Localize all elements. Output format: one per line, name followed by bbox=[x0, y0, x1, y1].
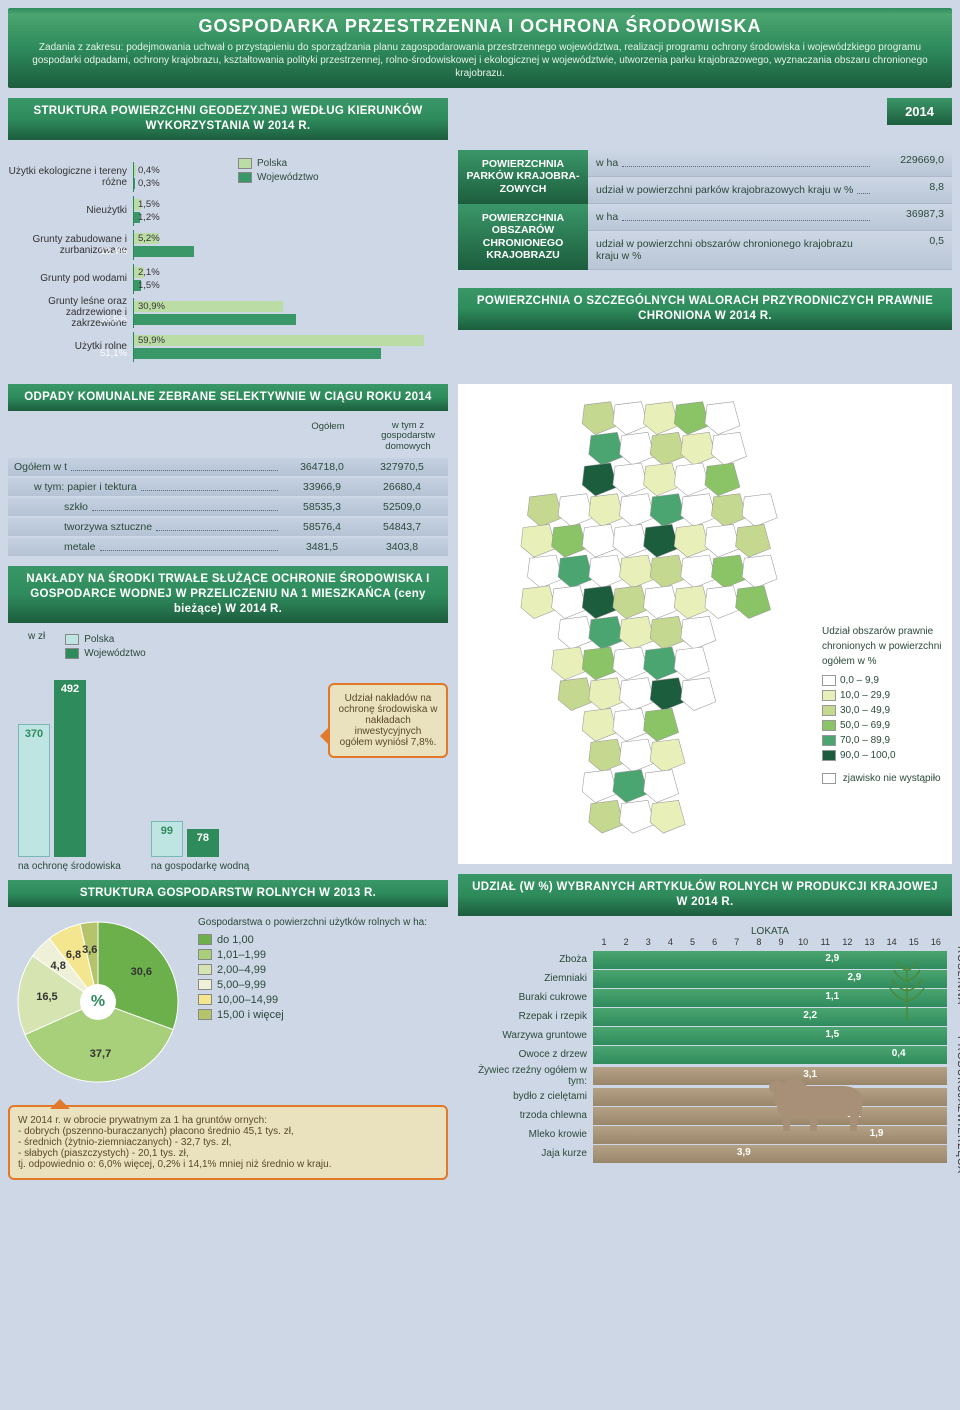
parks-info: POWIERZCHNIA PARKÓW KRAJOBRA-ZOWYCH w ha… bbox=[458, 150, 952, 270]
exp-chart: 370 492 na ochronę środowiska 99 78 na g… bbox=[8, 662, 318, 872]
map: Udział obszarów prawnie chronionych w po… bbox=[458, 384, 952, 864]
hbar-row: Grunty leśne oraz zadrzewione i zakrzewi… bbox=[8, 298, 448, 328]
rank-row: Buraki cukrowe 1,1 bbox=[463, 989, 947, 1007]
year-badge: 2014 bbox=[887, 98, 952, 125]
hbar-row: Nieużytki 1,5% 1,2% bbox=[8, 196, 448, 226]
waste-row: metale 3481,53403,8 bbox=[8, 538, 448, 556]
vbar-group: 99 78 bbox=[151, 821, 249, 857]
pie-legend-item: 10,00–14,99 bbox=[198, 994, 443, 1006]
rank-row: Owoce z drzew 0,4 bbox=[463, 1046, 947, 1064]
hbar-row: Użytki rolne 59,9% 51,1% bbox=[8, 332, 448, 362]
hbar-title: STRUKTURA POWIERZCHNI GEODEZYJNEJ WEDŁUG… bbox=[8, 98, 448, 140]
pie-legend-item: 2,00–4,99 bbox=[198, 964, 443, 976]
exp-title: NAKŁADY NA ŚRODKI TRWAŁE SŁUŻĄCE OCHRONI… bbox=[8, 566, 448, 623]
map-legend: Udział obszarów prawnie chronionych w po… bbox=[822, 624, 942, 786]
side-label-prod: PRODUKCJA bbox=[955, 1036, 960, 1107]
waste-row: w tym: papier i tektura 33966,926680,4 bbox=[8, 478, 448, 496]
wheat-icon bbox=[882, 956, 932, 1026]
rank-row: bydło z cielętami 2,6 bbox=[463, 1088, 947, 1106]
rank-title: UDZIAŁ (W %) WYBRANYCH ARTYKUŁÓW ROLNYCH… bbox=[458, 874, 952, 916]
pie-legend-item: do 1,00 bbox=[198, 934, 443, 946]
rank-row: Ziemniaki 2,9 bbox=[463, 970, 947, 988]
pie-legend-item: 15,00 i więcej bbox=[198, 1009, 443, 1021]
rank-row: Rzepak i rzepik 2,2 bbox=[463, 1008, 947, 1026]
side-label-plant: ROŚLINNA bbox=[955, 946, 960, 1005]
farms-pie: %30,637,716,54,86,83,6 Gospodarstwa o po… bbox=[8, 907, 448, 1097]
waste-title: ODPADY KOMUNALNE ZEBRANE SELEKTYWNIE W C… bbox=[8, 384, 448, 411]
waste-row: szkło 58535,352509,0 bbox=[8, 498, 448, 516]
vbar-group: 370 492 bbox=[18, 680, 121, 857]
hbar-row: Grunty pod wodami 2,1% 1,5% bbox=[8, 264, 448, 294]
page-header: GOSPODARKA PRZESTRZENNA I OCHRONA ŚRODOW… bbox=[8, 8, 952, 88]
waste-row: Ogółem w t 364718,0327970,5 bbox=[8, 458, 448, 476]
hbar-chart: Użytki ekologiczne i tereny różne 0,4% 0… bbox=[8, 150, 448, 374]
hbar-row: Użytki ekologiczne i tereny różne 0,4% 0… bbox=[8, 162, 448, 192]
waste-row: tworzywa sztuczne 58576,454843,7 bbox=[8, 518, 448, 536]
pie-legend-item: 5,00–9,99 bbox=[198, 979, 443, 991]
ranking-table: LOKATA 12345678910111213141516 Zboża 2,9… bbox=[458, 916, 952, 1174]
pie-legend-item: 1,01–1,99 bbox=[198, 949, 443, 961]
rank-row: Warzywa gruntowe 1,5 bbox=[463, 1027, 947, 1045]
rank-row: trzoda chlewna 2,4 bbox=[463, 1107, 947, 1125]
map-title: POWIERZCHNIA O SZCZEGÓLNYCH WALORACH PRZ… bbox=[458, 288, 952, 330]
exp-legend-poland: Polska bbox=[65, 634, 146, 645]
legend-poland: Polska bbox=[238, 158, 319, 169]
pie-legend-title: Gospodarstwa o powierzchni użytków rolny… bbox=[198, 917, 443, 928]
cow-icon bbox=[762, 1071, 872, 1141]
farms-callout: W 2014 r. w obrocie prywatnym za 1 ha gr… bbox=[8, 1105, 448, 1180]
rank-row: Zboża 2,9 bbox=[463, 951, 947, 969]
farms-title: STRUKTURA GOSPODARSTW ROLNYCH W 2013 R. bbox=[8, 880, 448, 907]
rank-row: Mleko krowie 1,9 bbox=[463, 1126, 947, 1144]
side-label-animal: ZWIERZĘCA bbox=[955, 1106, 960, 1174]
exp-callout: Udział nakładów na ochronę środowiska w … bbox=[328, 683, 448, 758]
waste-table: Ogółem w tym z gospodarstw domowych Ogół… bbox=[8, 417, 448, 556]
exp-unit: w zł bbox=[28, 631, 45, 642]
page-title: GOSPODARKA PRZESTRZENNA I OCHRONA ŚRODOW… bbox=[24, 16, 936, 37]
page-subtitle: Zadania z zakresu: podejmowania uchwał o… bbox=[24, 41, 936, 80]
rank-row: Żywiec rzeźny ogółem w tym: 3,1 bbox=[463, 1065, 947, 1087]
legend-woj: Województwo bbox=[238, 172, 319, 183]
hbar-row: Grunty zabudowane i zurbanizowane 5,2% 1… bbox=[8, 230, 448, 260]
rank-row: Jaja kurze 3,9 bbox=[463, 1145, 947, 1163]
exp-legend-woj: Województwo bbox=[65, 648, 146, 659]
